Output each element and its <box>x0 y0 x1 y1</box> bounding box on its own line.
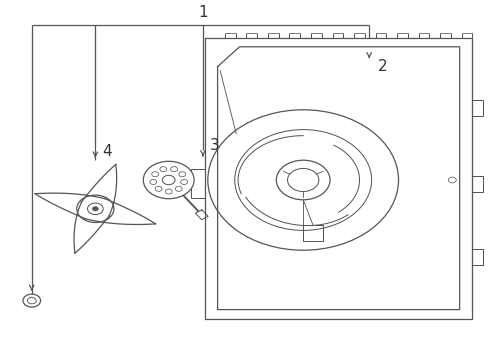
Bar <box>471 249 482 265</box>
Circle shape <box>77 195 114 222</box>
Text: 2: 2 <box>377 59 387 74</box>
Bar <box>303 225 322 241</box>
Circle shape <box>143 161 194 199</box>
Bar <box>190 170 205 198</box>
Text: 3: 3 <box>210 138 220 153</box>
Circle shape <box>92 207 98 211</box>
Circle shape <box>162 175 175 185</box>
Bar <box>471 176 482 192</box>
Text: 4: 4 <box>102 144 112 159</box>
Circle shape <box>23 294 41 307</box>
Bar <box>471 100 482 116</box>
Text: 1: 1 <box>198 5 207 20</box>
